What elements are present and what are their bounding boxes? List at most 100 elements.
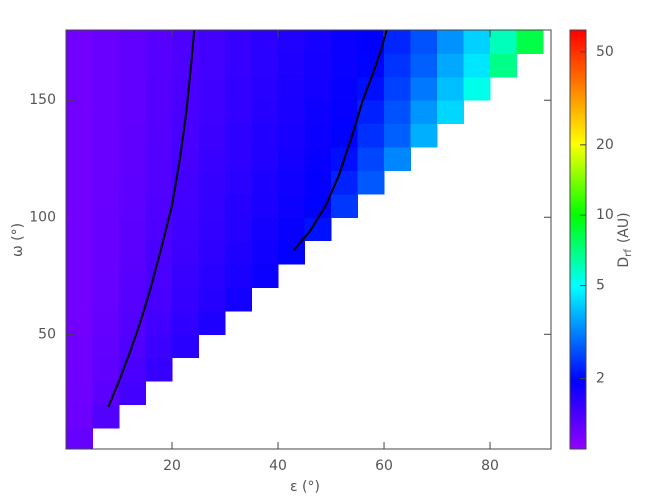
colorbar-segment [570, 312, 586, 316]
colorbar-segment [570, 182, 586, 186]
colorbar-segment [570, 122, 586, 125]
heatmap-cell [490, 53, 518, 78]
colorbar-segment [570, 413, 586, 417]
colorbar-segment [570, 442, 586, 446]
x-tick-label: 40 [269, 458, 287, 474]
colorbar-segment [570, 170, 586, 174]
colorbar-segment [570, 107, 586, 111]
colorbar-segment [570, 229, 586, 232]
colorbar-segment [570, 300, 586, 303]
colorbar-segment [570, 113, 586, 117]
heatmap-cell [331, 193, 359, 218]
heatmap-cell [172, 217, 200, 242]
colorbar-segment [570, 293, 586, 297]
colorbar-segment [570, 38, 586, 42]
heatmap-cell [304, 123, 332, 148]
colorbar-segment [570, 421, 586, 425]
colorbar-segment [570, 369, 586, 373]
heatmap-cell [145, 53, 173, 78]
heatmap-cell [198, 240, 226, 265]
colorbar-segment [570, 308, 586, 312]
colorbar-segment [570, 373, 586, 377]
heatmap-cell [145, 334, 173, 359]
heatmap-cell [225, 193, 253, 218]
heatmap-cell [251, 193, 279, 218]
y-axis-label: ω (°) [10, 223, 26, 257]
colorbar-segment [570, 126, 586, 130]
colorbar-segment [570, 174, 586, 178]
colorbar-segment [570, 273, 586, 276]
heatmap-cell [198, 264, 226, 288]
heatmap-cell [357, 30, 385, 54]
heatmap-cell [410, 53, 438, 78]
heatmap-cell [278, 170, 306, 195]
colorbar-segment [570, 201, 586, 205]
heatmap-cell [92, 170, 120, 195]
colorbar-segment [570, 97, 586, 100]
heatmap-cell [304, 76, 332, 101]
colorbar-segment [570, 101, 586, 104]
colorbar-segment [570, 296, 586, 299]
heatmap-cell [66, 240, 94, 265]
colorbar-segment [570, 147, 586, 151]
colorbar-segment [570, 117, 586, 121]
heatmap-cell [92, 193, 120, 218]
colorbar-segment [570, 214, 586, 218]
colorbar-segment [570, 212, 586, 215]
heatmap-cell [198, 123, 226, 148]
heatmap-cell [490, 30, 518, 54]
heatmap-cell [119, 217, 147, 242]
heatmap-cell [410, 123, 438, 148]
heatmap-cell [172, 334, 200, 359]
colorbar-segment [570, 197, 586, 201]
colorbar-tick-label: 50 [596, 44, 614, 60]
heatmap-cell [172, 193, 200, 218]
heatmap-cell [66, 193, 94, 218]
colorbar-segment [570, 331, 586, 335]
colorbar-segment [570, 32, 586, 35]
heatmap-cell [66, 334, 94, 359]
heatmap-cell [357, 170, 385, 195]
contours [107, 30, 388, 408]
heatmap-cell [463, 76, 491, 101]
heatmap-cell [66, 123, 94, 148]
heatmap-cell [145, 100, 173, 125]
colorbar-segment [570, 73, 586, 77]
heatmap-cell [304, 170, 332, 195]
colorbar-segment [570, 417, 586, 421]
heatmap-cell [66, 217, 94, 242]
colorbar-segment [570, 216, 586, 220]
colorbar-segment [570, 239, 586, 243]
colorbar-segment [570, 243, 586, 247]
colorbar-segment [570, 178, 586, 182]
heatmap-cell [251, 170, 279, 195]
heatmap-cell [304, 100, 332, 125]
heatmap-cell [66, 147, 94, 171]
colorbar-segment [570, 115, 586, 119]
colorbar-segment [570, 143, 586, 146]
colorbar-segment [570, 134, 586, 138]
heatmap-cell [92, 123, 120, 148]
heatmap-cell [463, 53, 491, 78]
heatmap-cell [66, 381, 94, 406]
colorbar-segment [570, 425, 586, 429]
colorbar-segment [570, 187, 586, 190]
colorbar-segment [570, 287, 586, 291]
heatmap-cell [92, 30, 120, 54]
heatmap-cell [119, 30, 147, 54]
heatmap-cell [119, 53, 147, 78]
colorbar-segment [570, 434, 586, 438]
x-tick-label: 80 [481, 458, 499, 474]
heatmap-cell [145, 123, 173, 148]
heatmap-cell [172, 264, 200, 288]
colorbar-segment [570, 208, 586, 211]
heatmap-cell [331, 53, 359, 78]
colorbar-segment [570, 277, 586, 280]
colorbar-segment [570, 335, 586, 339]
colorbar-segment [570, 233, 586, 236]
colorbar-segment [570, 356, 586, 360]
colorbar-segment [570, 231, 586, 234]
colorbar-segment [570, 36, 586, 39]
colorbar-segment [570, 432, 586, 435]
colorbar-segment [570, 363, 586, 366]
